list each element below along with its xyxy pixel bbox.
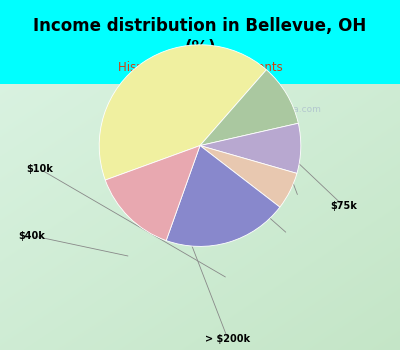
Wedge shape [99, 45, 266, 180]
Text: $50k: $50k [134, 106, 162, 116]
Text: Hispanic or Latino residents: Hispanic or Latino residents [118, 61, 282, 74]
Text: Income distribution in Bellevue, OH
(%): Income distribution in Bellevue, OH (%) [33, 17, 367, 57]
Wedge shape [105, 146, 200, 240]
Wedge shape [200, 70, 298, 146]
Wedge shape [200, 146, 297, 207]
Text: > $200k: > $200k [206, 334, 250, 344]
Text: ⓘ City-Data.com: ⓘ City-Data.com [248, 105, 321, 114]
Text: $75k: $75k [330, 201, 358, 211]
Text: $10k: $10k [26, 164, 54, 174]
Text: $100k: $100k [251, 111, 285, 121]
Wedge shape [166, 146, 280, 246]
Text: $40k: $40k [18, 231, 46, 240]
Wedge shape [200, 123, 301, 173]
